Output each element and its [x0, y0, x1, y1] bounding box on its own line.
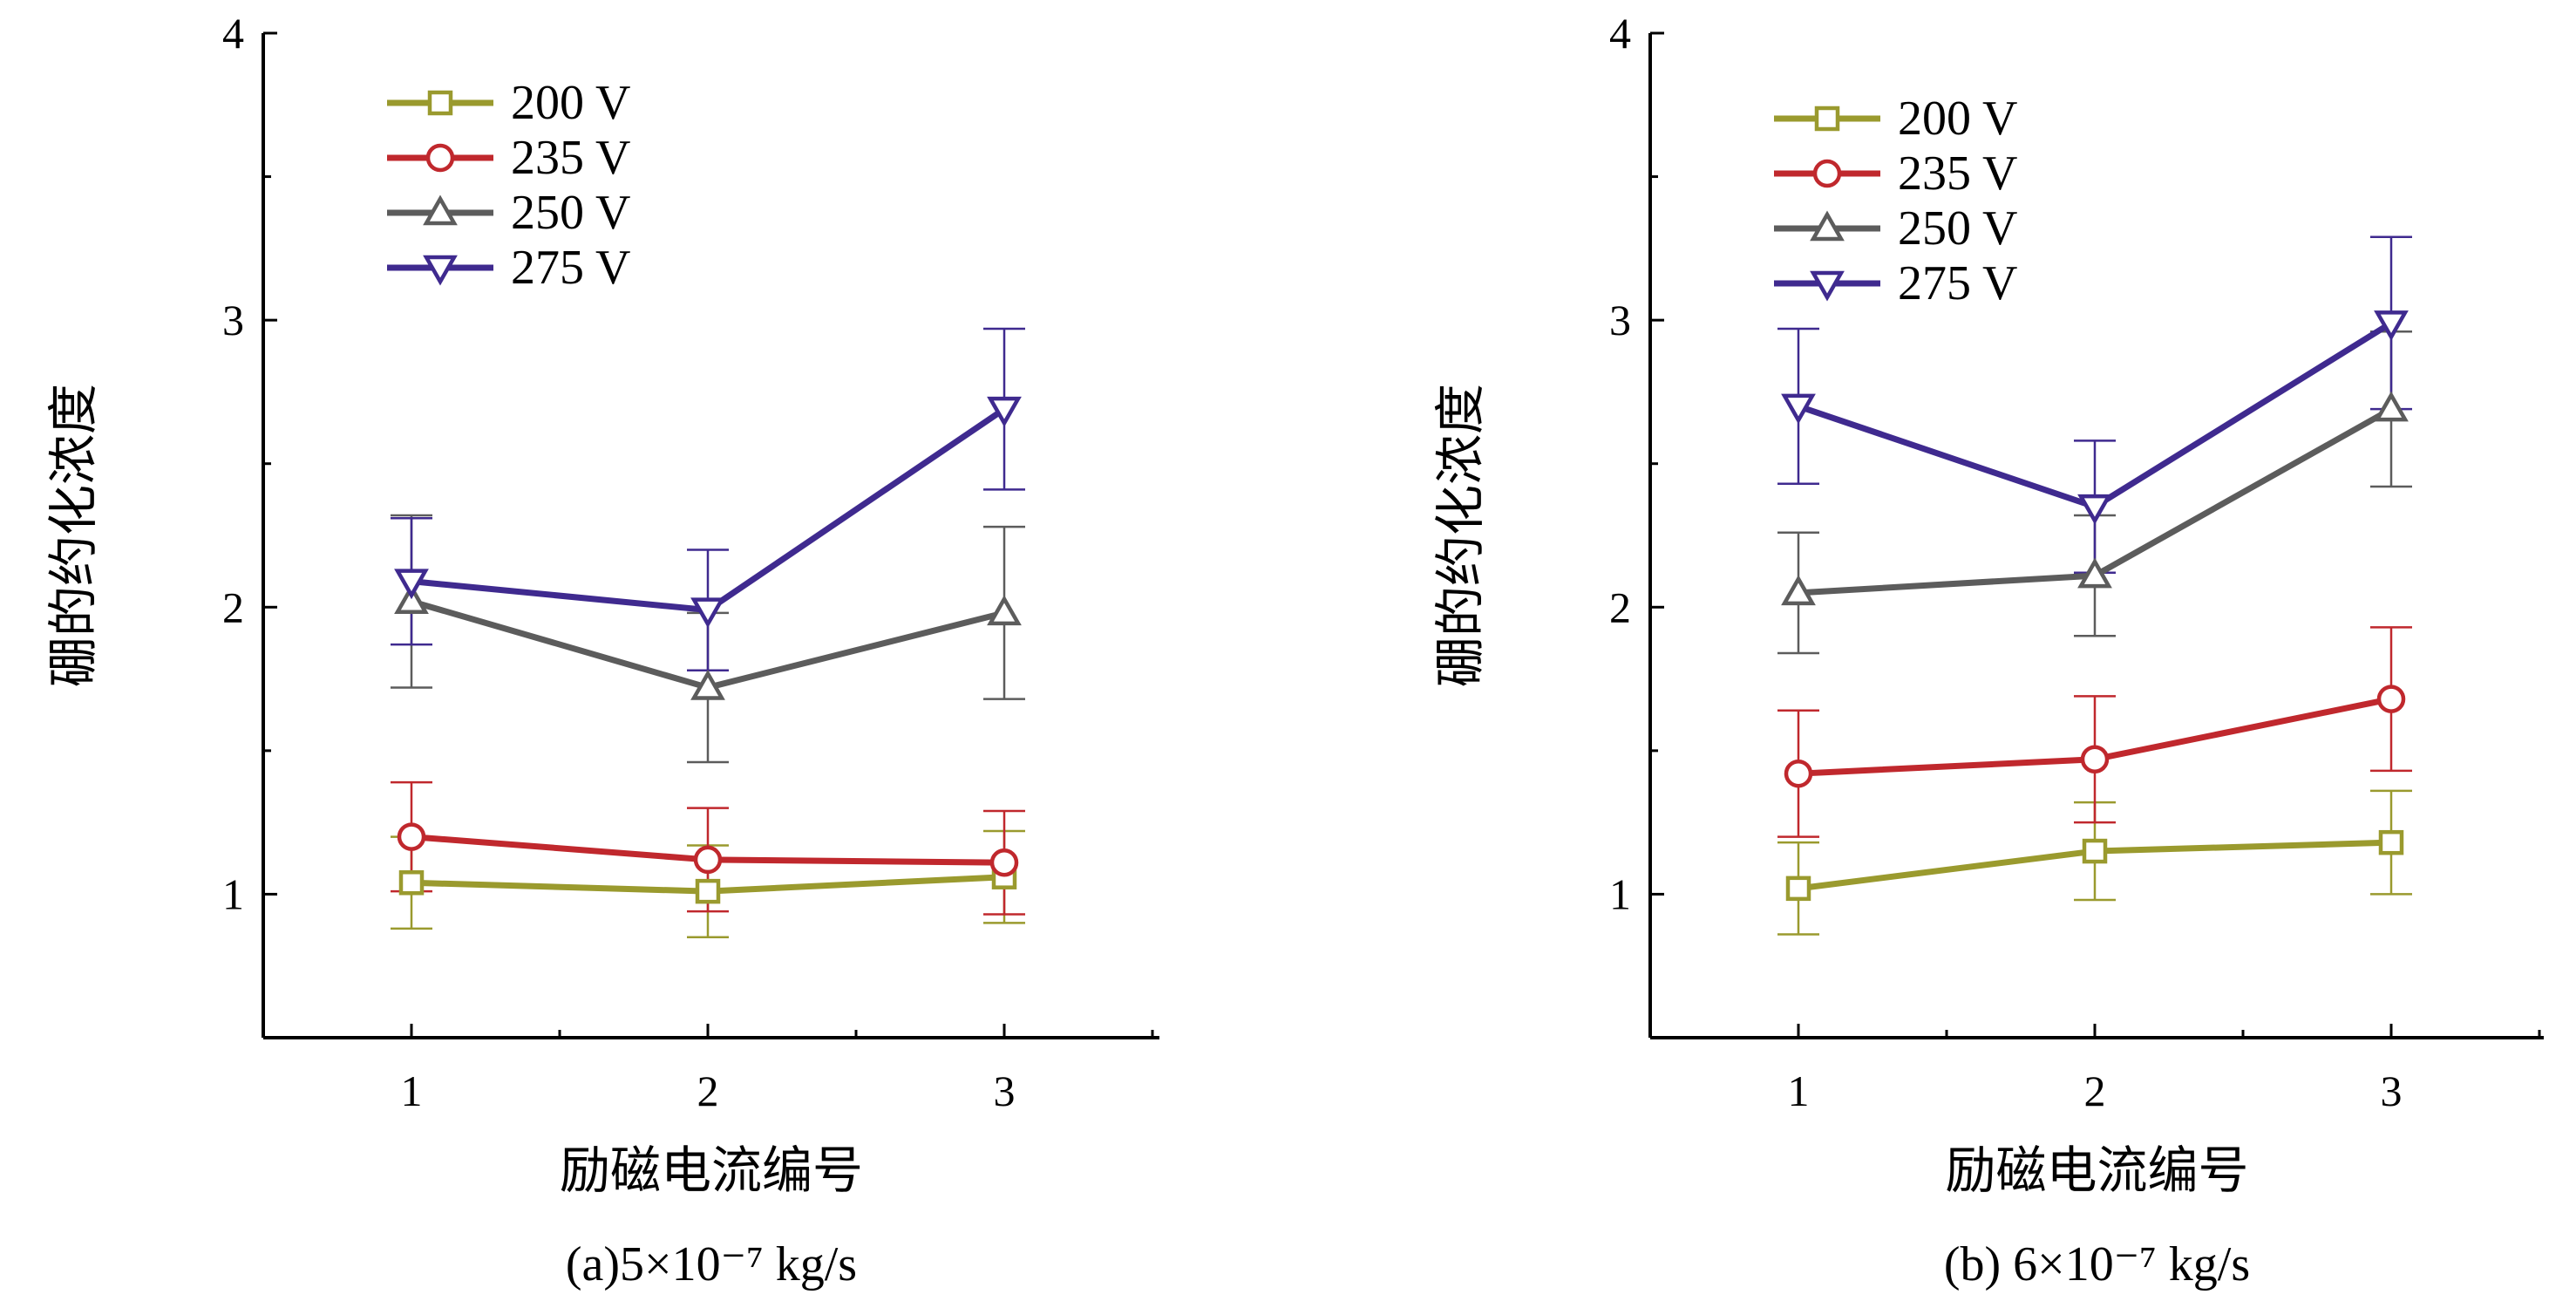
data-point	[690, 669, 725, 700]
legend-label: 250 V	[511, 186, 630, 240]
error-bars-235v	[1777, 626, 2412, 838]
data-point	[987, 396, 1022, 427]
series-200v	[1785, 829, 2404, 902]
y-tick-label: 3	[222, 296, 244, 344]
legend-label: 275 V	[1898, 256, 2017, 310]
y-axis-label: 硼的约化浓度	[45, 384, 102, 687]
data-point	[690, 597, 725, 629]
data-point	[989, 848, 1019, 877]
x-tick-label: 2	[697, 1066, 719, 1115]
y-tick-label: 3	[1609, 296, 1631, 344]
data-point	[2077, 557, 2112, 589]
legend-label: 200 V	[1898, 92, 2017, 146]
y-tick-label: 4	[222, 9, 244, 58]
series-235v	[397, 822, 1019, 877]
data-point	[397, 822, 426, 851]
data-point	[2080, 745, 2110, 773]
data-point	[695, 878, 721, 904]
x-tick-label: 3	[2381, 1066, 2403, 1115]
y-tick-label: 2	[1609, 583, 1631, 631]
data-point	[693, 845, 723, 875]
y-tick-label: 2	[222, 583, 244, 631]
legend-marker	[423, 255, 458, 286]
series-200v	[398, 864, 1017, 904]
series-250v	[1781, 391, 2409, 606]
data-point	[987, 595, 1022, 626]
panel-caption: (a)5×10⁻⁷ kg/s	[566, 1237, 857, 1291]
y-tick-label: 4	[1609, 9, 1631, 58]
data-point	[1785, 876, 1811, 902]
legend-label: 275 V	[511, 241, 630, 295]
legend-marker	[1810, 270, 1845, 302]
data-point	[398, 870, 425, 896]
data-point	[2376, 685, 2406, 713]
data-point	[1784, 759, 1813, 788]
data-point	[2374, 310, 2409, 341]
y-axis-label: 硼的约化浓度	[1432, 384, 1489, 687]
x-axis-label: 励磁电流编号	[1945, 1142, 2248, 1199]
data-point	[394, 569, 429, 600]
legend-marker	[1812, 159, 1842, 188]
legend-label: 235 V	[511, 131, 630, 185]
data-point	[394, 583, 429, 614]
legend-label: 235 V	[1898, 146, 2017, 201]
data-point	[2374, 391, 2409, 422]
x-tick-label: 2	[2084, 1066, 2106, 1115]
data-point	[1781, 393, 1816, 425]
y-tick-label: 1	[1609, 869, 1631, 918]
legend-marker	[1810, 210, 1845, 242]
legend-label: 200 V	[511, 76, 630, 130]
x-axis-label: 励磁电流编号	[560, 1142, 863, 1199]
x-tick-label: 1	[401, 1066, 423, 1115]
data-point	[2082, 838, 2108, 864]
data-point	[1781, 575, 1816, 606]
legend-marker	[1814, 106, 1840, 132]
legend-marker	[425, 143, 455, 173]
data-point	[2077, 494, 2112, 525]
series-250v	[394, 583, 1022, 700]
series-275v	[394, 396, 1022, 629]
series-275v	[1781, 310, 2409, 525]
x-tick-label: 1	[1788, 1066, 1810, 1115]
legend-label: 250 V	[1898, 201, 2017, 256]
y-tick-label: 1	[222, 869, 244, 918]
series-235v	[1784, 685, 2406, 788]
panel-caption: (b) 6×10⁻⁷ kg/s	[1944, 1237, 2250, 1291]
x-tick-label: 3	[994, 1066, 1016, 1115]
legend-marker	[427, 90, 453, 116]
chart-panel-a: 1 2 3 4 1 2 3 励磁电流编号 硼的约化浓度 (a)5×10⁻⁷ kg/s 200 V23…	[45, 9, 1159, 1291]
legend-marker	[423, 194, 458, 226]
data-point	[2378, 829, 2404, 855]
